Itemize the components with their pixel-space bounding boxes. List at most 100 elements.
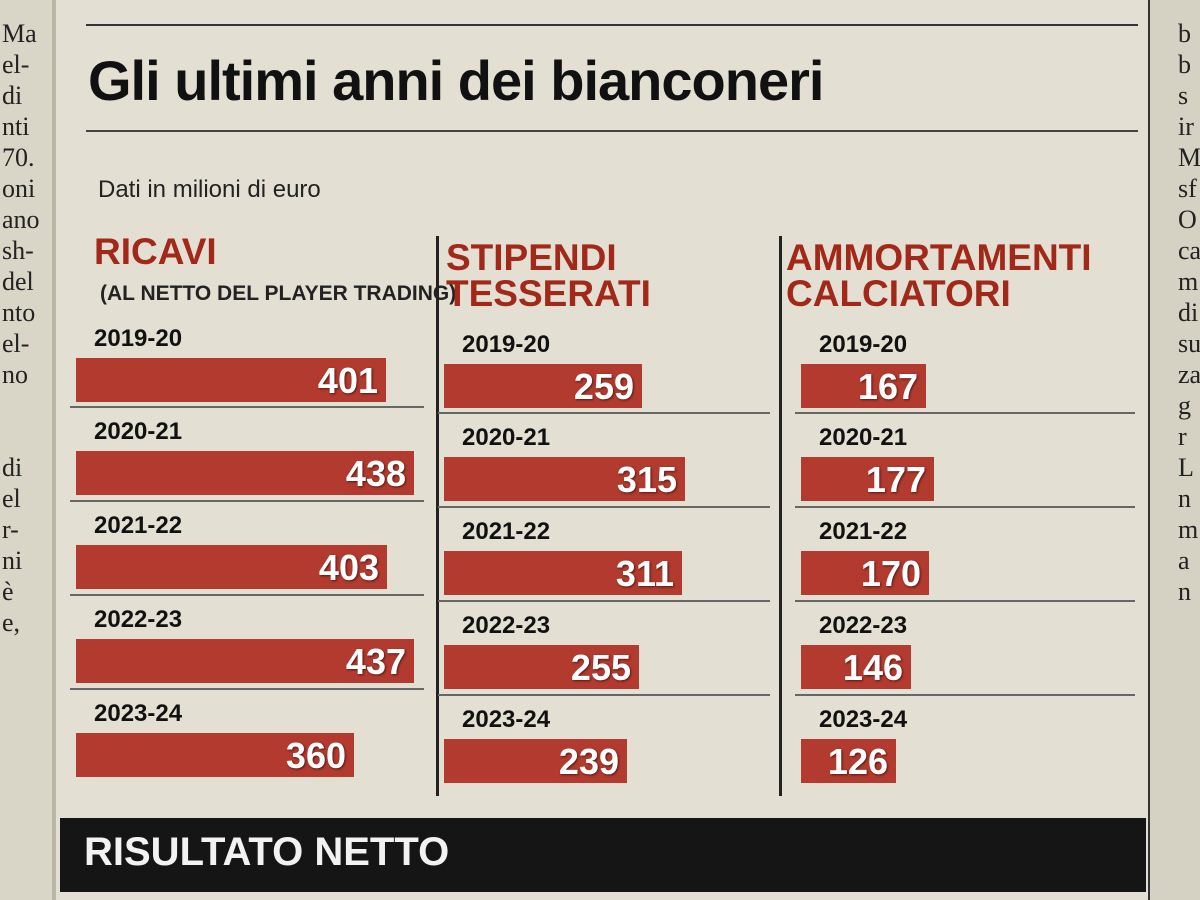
left-margin-line: di (2, 81, 23, 110)
ammortamenti-bar-value: 167 (857, 366, 918, 407)
ammortamenti-row-divider (795, 412, 1135, 414)
ammortamenti-bar: 126 (801, 739, 896, 783)
right-margin-line: su (1178, 329, 1200, 358)
ricavi-row-divider (70, 406, 424, 408)
ammortamenti-heading-line-2: CALCIATORI (786, 273, 1011, 314)
left-margin-line: sh- (2, 236, 34, 265)
stipendi-year-label: 2022-23 (462, 612, 551, 639)
ricavi-year-label: 2019-20 (94, 325, 183, 352)
right-margin-line: sf (1178, 174, 1197, 203)
adjacent-article-left: Ma el-di nti 70. oni ano sh-del nto el-no di el r-n… (0, 0, 52, 900)
ammortamenti-bar-value: 126 (827, 741, 888, 782)
result-banner: RISULTATO NETTO (60, 818, 1146, 892)
ricavi-note: (AL NETTO DEL PLAYER TRADING) (100, 282, 457, 305)
ammortamenti-bar-value: 177 (865, 459, 926, 500)
stipendi-year-label: 2021-22 (462, 518, 551, 545)
stipendi-bar: 259 (444, 364, 642, 408)
right-margin-line: b (1178, 19, 1191, 48)
ricavi-row-divider (70, 688, 424, 690)
ricavi-bar-value: 360 (285, 735, 346, 776)
stipendi-bar: 315 (444, 457, 685, 501)
infographic-panel: Gli ultimi anni dei bianconeri Dati in m… (56, 0, 1148, 900)
ricavi-year-label: 2022-23 (94, 606, 183, 633)
ricavi-bar: 401 (76, 358, 386, 402)
left-margin-line: nti (2, 112, 30, 141)
stipendi-heading-line-1: STIPENDI (446, 237, 617, 278)
left-margin-line: del (2, 267, 34, 296)
ammortamenti-heading: AMMORTAMENTI CALCIATORI (786, 239, 1092, 314)
ricavi-row-divider (70, 500, 424, 502)
right-margin-line: s (1178, 81, 1189, 110)
ricavi-bar-value: 438 (345, 453, 406, 494)
stipendi-bar: 255 (444, 645, 639, 689)
title-rule (86, 130, 1138, 132)
right-margin-line: ca (1178, 236, 1200, 265)
ammortamenti-row-divider (795, 506, 1135, 508)
ricavi-bar: 403 (76, 545, 387, 589)
left-margin-line: ni (2, 546, 23, 575)
stipendi-year-label: 2020-21 (462, 424, 551, 451)
ricavi-bar-value: 437 (345, 641, 406, 682)
left-margin-line: no (2, 360, 28, 389)
stipendi-row-divider (438, 506, 770, 508)
page-title: Gli ultimi anni dei bianconeri (88, 49, 824, 112)
stipendi-bar-value: 315 (616, 459, 677, 500)
ricavi-bar: 438 (76, 451, 414, 495)
top-rule (86, 24, 1138, 26)
right-margin-line: ir (1178, 112, 1194, 141)
ammortamenti-year-label: 2021-22 (819, 518, 908, 545)
ricavi-year-label: 2023-24 (94, 700, 183, 727)
ammortamenti-bar: 146 (801, 645, 911, 689)
right-margin-line: M (1178, 143, 1200, 172)
right-margin-line: g (1178, 391, 1191, 420)
ricavi-bar-value: 403 (318, 547, 379, 588)
left-margin-line: di (2, 453, 23, 482)
ammortamenti-bar-value: 170 (860, 553, 921, 594)
ricavi-bar: 437 (76, 639, 414, 683)
left-margin-line: nto (2, 298, 36, 327)
stipendi-bar-value: 255 (570, 647, 631, 688)
right-margin-line: b (1178, 50, 1191, 79)
stipendi-bar-value: 311 (615, 553, 674, 594)
stipendi-heading-line-2: TESSERATI (446, 273, 651, 314)
units-subtitle: Dati in milioni di euro (98, 176, 321, 203)
stipendi-year-label: 2023-24 (462, 706, 551, 733)
left-margin-line: el- (2, 329, 30, 358)
left-margin-line: Ma (2, 19, 37, 48)
ricavi-bar-value: 401 (317, 360, 378, 401)
stipendi-row-divider (438, 694, 770, 696)
right-margin-line: r (1178, 422, 1187, 451)
ammortamenti-bar: 177 (801, 457, 934, 501)
stipendi-row-divider (438, 600, 770, 602)
left-margin-line: el (2, 484, 21, 513)
left-margin-line (2, 390, 52, 452)
ammortamenti-bar-value: 146 (842, 647, 903, 688)
ricavi-row-divider (70, 594, 424, 596)
right-margin-line: m (1178, 267, 1199, 296)
column-divider-1 (436, 236, 439, 796)
left-margin-line: e, (2, 608, 21, 637)
right-margin-line: L (1178, 453, 1194, 482)
left-margin-line: r- (2, 515, 19, 544)
ammortamenti-year-label: 2022-23 (819, 612, 908, 639)
ricavi-year-label: 2021-22 (94, 512, 183, 539)
ammortamenti-bar: 170 (801, 551, 929, 595)
left-margin-line: oni (2, 174, 36, 203)
right-margin-line: za (1178, 360, 1200, 389)
stipendi-bar-value: 259 (573, 366, 634, 407)
ammortamenti-year-label: 2020-21 (819, 424, 908, 451)
result-label: RISULTATO NETTO (84, 830, 450, 874)
ricavi-heading: RICAVI (94, 231, 217, 272)
ammortamenti-year-label: 2023-24 (819, 706, 908, 733)
right-margin-line: n (1178, 577, 1191, 606)
left-margin-line: el- (2, 50, 30, 79)
right-margin-line: di (1178, 298, 1199, 327)
stipendi-row-divider (438, 412, 770, 414)
ammortamenti-year-label: 2019-20 (819, 331, 908, 358)
stipendi-heading: STIPENDI TESSERATI (446, 237, 651, 314)
ricavi-bar: 360 (76, 733, 354, 777)
column-divider-2 (779, 236, 782, 796)
stipendi-year-label: 2019-20 (462, 331, 551, 358)
left-margin-line: è (2, 577, 14, 606)
